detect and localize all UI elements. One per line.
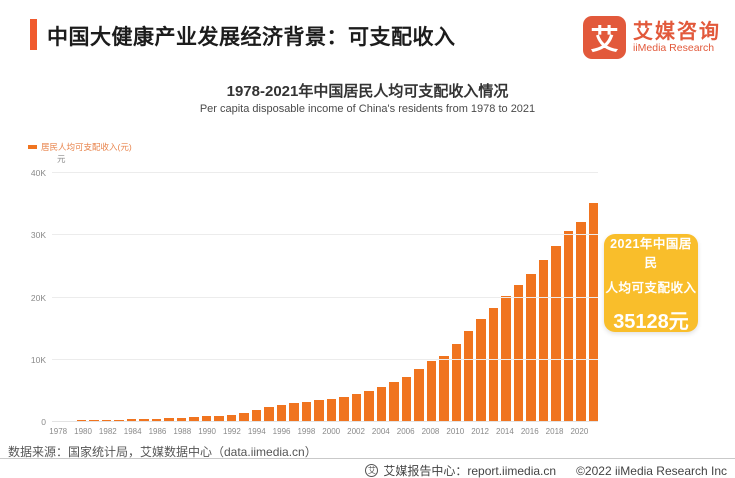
bar-2010 (451, 344, 461, 422)
y-axis-unit: 元 (57, 154, 66, 164)
bar-1995 (264, 407, 274, 422)
bar-1990 (201, 416, 212, 422)
bar-2017 (538, 260, 549, 422)
iimedia-logo: 艾 艾媒咨询 iiMedia Research (583, 16, 721, 59)
bar-1989 (189, 417, 199, 422)
bar-1984 (126, 419, 137, 422)
x-tick-label-1998: 1998 (297, 427, 316, 436)
x-tick-label-1978: 1978 (49, 427, 68, 436)
bar-2009 (439, 355, 449, 422)
footer-info: 艾 艾媒报告中心：report.iimedia.cn ©2022 iiMedia… (365, 462, 727, 478)
bar-1991 (214, 415, 224, 422)
y-tick-label-10K: 10K (30, 354, 46, 365)
bar-2007 (414, 369, 424, 422)
bar-1988 (176, 417, 187, 422)
gridline-40K (52, 172, 598, 173)
gridline-10K (52, 358, 598, 360)
bar-2003 (364, 390, 374, 422)
y-tick-label-30K: 30K (30, 230, 46, 241)
bar-2012 (476, 319, 486, 422)
bar-1986 (151, 418, 162, 422)
bar-2020 (576, 221, 586, 422)
x-tick-label-2008: 2008 (421, 427, 440, 436)
x-tick-label-1994: 1994 (247, 427, 266, 436)
bar-1992 (226, 414, 237, 422)
footer-divider (0, 458, 735, 459)
title-accent-bar (30, 19, 37, 50)
gridline-30K (52, 234, 598, 236)
x-tick-label-2014: 2014 (496, 427, 514, 436)
chart-legend: 居民人均可支配收入(元) (28, 141, 132, 153)
bars-container (52, 173, 599, 422)
x-tick-label-1996: 1996 (272, 427, 291, 436)
x-tick-label-2002: 2002 (347, 427, 365, 436)
bar-1993 (239, 412, 249, 422)
x-tick-label-1982: 1982 (98, 427, 117, 436)
callout-line-2: 人均可支配收入 (605, 280, 697, 295)
bar-1983 (114, 419, 124, 422)
copyright-text: ©2022 iiMedia Research Inc (576, 463, 727, 478)
bar-2015 (513, 285, 524, 422)
x-tick-label-1984: 1984 (123, 427, 142, 436)
data-source-note: 数据来源：国家统计局，艾媒数据中心（data.iimedia.cn） (8, 445, 317, 459)
callout-value: 35128元 (613, 310, 689, 333)
x-tick-label-1990: 1990 (198, 427, 217, 436)
bar-chart-plot: 0 10K 20K 30K 40K 1978 1980 1982 1984 1986 1988 199… (31, 168, 599, 436)
logo-name-en: iiMedia Research (633, 41, 715, 54)
bar-2016 (526, 273, 536, 422)
x-tick-label-2000: 2000 (322, 427, 341, 436)
logo-text: 艾媒咨询 iiMedia Research (633, 21, 721, 55)
x-tick-label-2012: 2012 (471, 427, 490, 436)
x-tick-label-2020: 2020 (570, 427, 589, 436)
x-tick-label-1986: 1986 (148, 427, 167, 436)
bar-2004 (376, 386, 387, 422)
bar-1985 (139, 419, 149, 422)
bar-2021 (588, 203, 599, 422)
legend-label: 居民人均可支配收入(元) (41, 142, 132, 152)
bar-2005 (389, 382, 399, 422)
bar-2011 (463, 331, 474, 422)
x-tick-label-1988: 1988 (173, 427, 192, 436)
gridline-20K (52, 296, 598, 298)
iimedia-logo-icon: 艾 (583, 16, 626, 59)
highlight-callout: 2021年中国居民 人均可支配收入 35128元 (604, 234, 698, 333)
bar-2002 (351, 393, 362, 422)
bar-1994 (251, 409, 262, 422)
page-title: 中国大健康产业发展经济背景：可支配收入 (47, 26, 456, 49)
bar-2013 (488, 308, 499, 422)
bar-2006 (401, 377, 412, 422)
x-tick-label-1992: 1992 (223, 427, 241, 436)
bar-1999 (314, 400, 324, 422)
x-tick-label-2006: 2006 (396, 427, 415, 436)
report-center-url: 艾媒报告中心：report.iimedia.cn (383, 464, 557, 478)
chart-title: 1978-2021年中国居民人均可支配收入情况 (226, 83, 509, 100)
chart-subtitle: Per capita disposable income of China's … (199, 103, 536, 115)
legend-marker (28, 145, 37, 149)
bar-2001 (339, 396, 349, 422)
bar-1997 (289, 402, 299, 422)
y-tick-label-0: 0 (41, 417, 46, 427)
x-tick-label-2004: 2004 (371, 427, 390, 436)
bar-2008 (426, 361, 437, 422)
callout-line-1: 2021年中国居民 (610, 236, 692, 270)
logo-name-cn: 艾媒咨询 (633, 20, 721, 43)
gridline-0 (52, 421, 598, 422)
x-tick-label-2018: 2018 (545, 427, 564, 436)
bar-2019 (563, 230, 574, 422)
x-tick-label-2016: 2016 (520, 427, 539, 436)
bar-1987 (164, 418, 174, 422)
bar-2000 (326, 398, 337, 422)
bar-1998 (301, 401, 312, 422)
y-tick-label-40K: 40K (30, 168, 46, 178)
x-tick-label-2010: 2010 (446, 427, 465, 436)
iimedia-report-icon: 艾 (365, 464, 379, 477)
bar-1996 (276, 404, 287, 422)
y-tick-label-20K: 20K (30, 292, 46, 303)
x-tick-label-1980: 1980 (74, 427, 92, 436)
bar-2018 (551, 246, 561, 422)
